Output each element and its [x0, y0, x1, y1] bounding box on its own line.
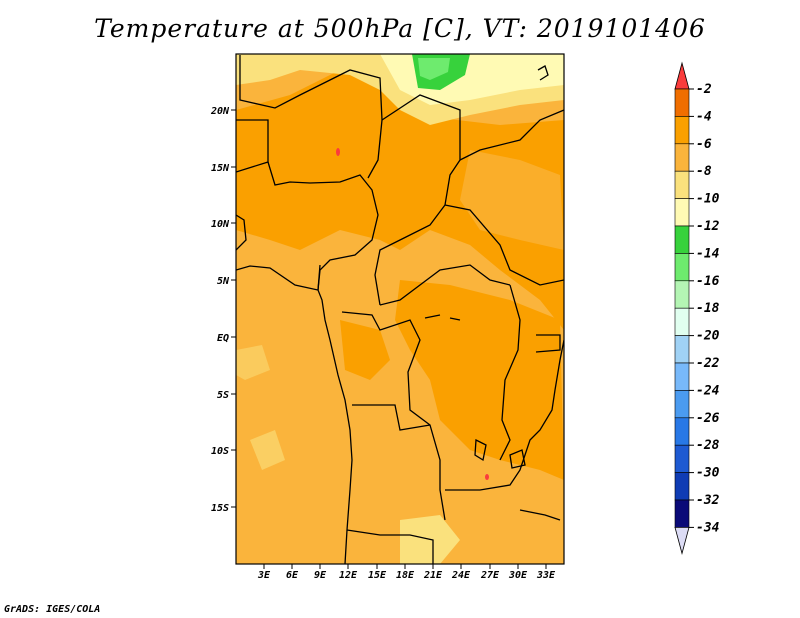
legend-label: -20	[696, 329, 720, 344]
legend-color-box	[674, 307, 690, 336]
lon-label: 33E	[536, 570, 556, 581]
map-title: Temperature at 500hPa [C], VT: 201910140…	[94, 14, 706, 43]
lat-label: 10N	[211, 219, 230, 230]
lon-label: 18E	[396, 570, 415, 581]
legend-bottom-arrow	[674, 527, 690, 555]
legend-color-box	[674, 198, 690, 227]
legend-label: -4	[696, 109, 712, 124]
lon-label: 6E	[286, 570, 299, 581]
legend-color-box	[674, 472, 690, 501]
lon-label: 9E	[314, 570, 327, 581]
longitude-axis: 3E 6E 9E 12E 15E 18E 21E 24E 27E 30E 33E	[257, 564, 556, 581]
lon-label: 21E	[423, 570, 443, 581]
legend-color-box	[674, 225, 690, 254]
legend-label: -34	[696, 520, 720, 535]
legend-label: -24	[696, 383, 720, 398]
color-legend: -2 -4 -6 -8 -10 -12 -14 -16 -18 -20 -22 -24 -26 -28 -3…	[674, 61, 720, 555]
legend-color-box	[674, 362, 690, 391]
legend-color-box	[674, 417, 690, 446]
legend-color-box	[674, 335, 690, 364]
lat-label: 5S	[217, 390, 229, 401]
legend-label: -18	[696, 301, 720, 316]
legend-label: -30	[696, 466, 720, 481]
map-frame	[235, 53, 565, 565]
legend-color-box	[674, 170, 690, 199]
lat-label: EQ	[217, 333, 229, 344]
legend-color-box	[674, 116, 690, 145]
lon-label: 3E	[257, 570, 271, 581]
legend-color-box	[674, 253, 690, 282]
legend-color-box	[674, 280, 690, 309]
lat-label: 20N	[210, 106, 230, 117]
legend-label: -6	[696, 137, 712, 152]
legend-color-box	[674, 143, 690, 172]
lon-label: 27E	[480, 570, 500, 581]
lon-label: 30E	[508, 570, 528, 581]
legend-label: -28	[696, 438, 720, 453]
latitude-axis: 20N 15N 10N 5N EQ 5S 10S 15S	[210, 106, 236, 514]
legend-label: -16	[696, 274, 720, 289]
grads-credit: GrADS: IGES/COLA	[4, 604, 101, 615]
lat-label: 5N	[217, 276, 230, 287]
legend-color-box	[674, 444, 690, 473]
temperature-field	[236, 54, 564, 564]
legend-label: -10	[696, 192, 720, 207]
legend-color-box	[674, 499, 690, 528]
lon-label: 24E	[451, 570, 471, 581]
lat-label: 15N	[211, 163, 230, 174]
legend-color-box	[674, 88, 690, 117]
lon-label: 12E	[339, 570, 358, 581]
lon-label: 15E	[368, 570, 387, 581]
legend-top-arrow	[674, 61, 690, 90]
lat-label: 15S	[211, 503, 229, 514]
legend-color-box	[674, 390, 690, 419]
lat-label: 10S	[211, 446, 229, 457]
legend-label: -32	[696, 493, 720, 508]
legend-label: -14	[696, 246, 720, 261]
legend-label: -12	[696, 219, 720, 234]
legend-label: -22	[696, 356, 720, 371]
legend-label: -8	[696, 164, 712, 179]
legend-label: -2	[696, 82, 712, 97]
legend-label: -26	[696, 411, 720, 426]
